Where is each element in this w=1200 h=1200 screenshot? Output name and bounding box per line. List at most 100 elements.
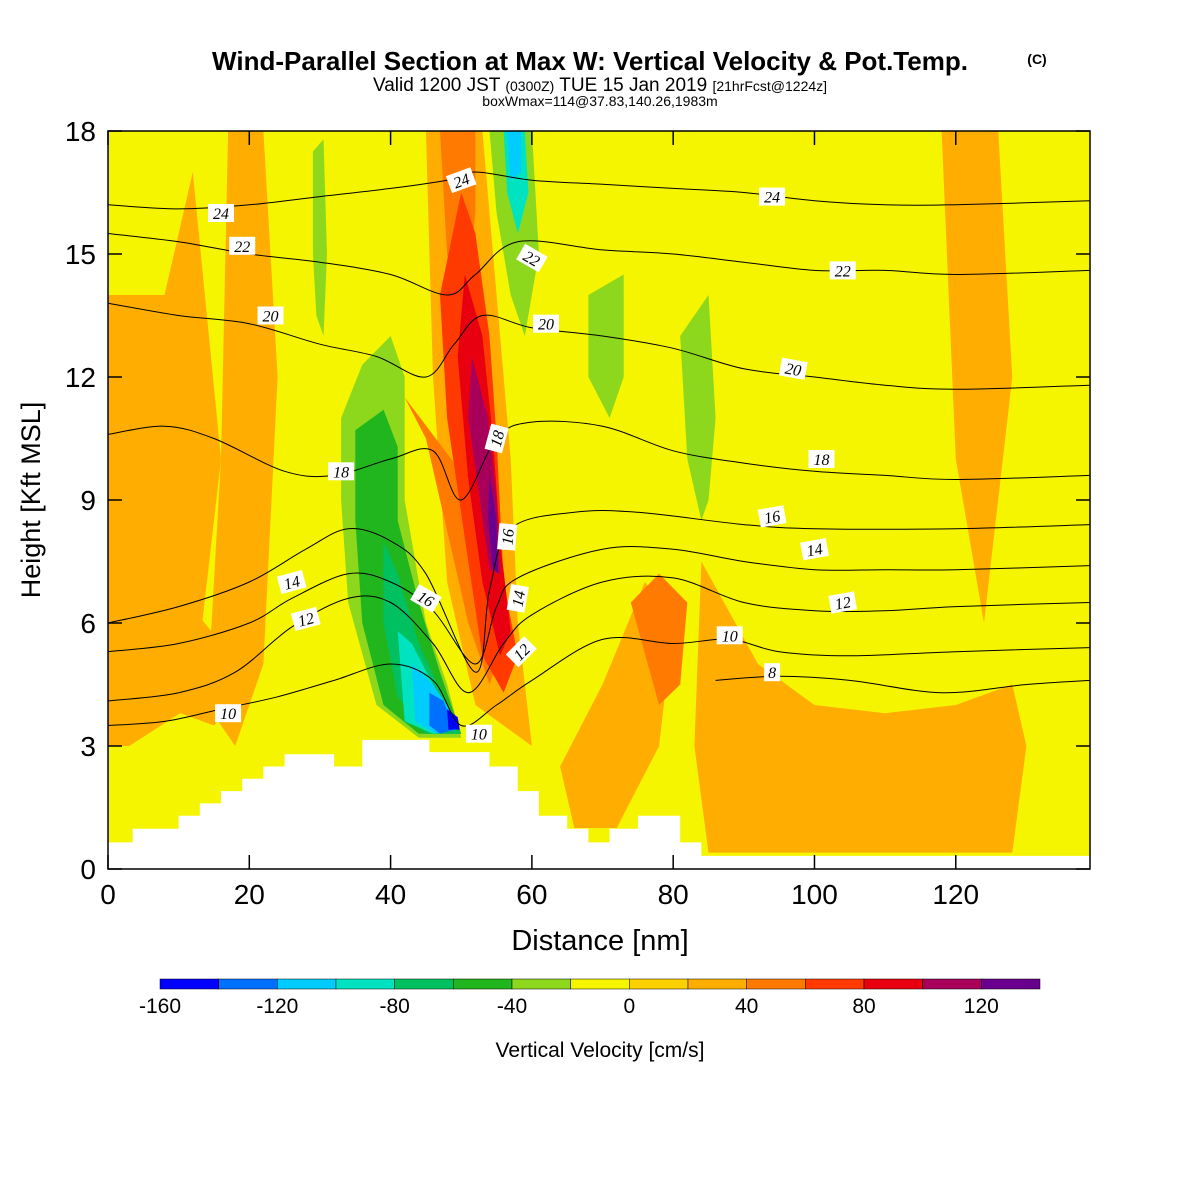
colorbar-tick-label: 40	[735, 995, 758, 1018]
colorbar-swatch	[277, 978, 337, 990]
valid-utc: (0300Z)	[505, 78, 554, 94]
contour-label: 12	[290, 606, 321, 631]
colorbar-swatch	[159, 978, 219, 990]
colorbar-swatch	[922, 978, 982, 990]
colorbar-swatch	[511, 978, 571, 990]
velocity-region	[355, 409, 462, 734]
theta-contour	[108, 171, 1090, 210]
velocity-field	[108, 131, 1090, 869]
svg-text:8: 8	[768, 665, 776, 682]
copyright-mark: (C)	[1027, 51, 1046, 67]
velocity-region	[488, 475, 498, 574]
svg-text:12: 12	[834, 594, 853, 614]
colorbar-tick-label: -160	[139, 995, 181, 1018]
contour-label: 24	[208, 204, 234, 223]
colorbar-swatch	[981, 978, 1041, 990]
contour-label: 18	[808, 450, 835, 469]
velocity-region	[941, 131, 1013, 623]
svg-text:14: 14	[510, 589, 530, 608]
colorbar-tick-label: 120	[964, 995, 999, 1018]
velocity-region	[429, 692, 455, 734]
valid-prefix: Valid 1200 JST	[373, 75, 501, 96]
contour-label: 20	[778, 357, 808, 380]
x-tick-label: 100	[791, 879, 838, 910]
velocity-region	[680, 295, 716, 521]
svg-text:20: 20	[263, 309, 279, 326]
velocity-region	[588, 274, 624, 418]
x-axis-label: Distance [nm]	[511, 925, 688, 957]
axes: 0 20 40 60 80 100 120 0 3 6 9 12 15 18	[65, 116, 1090, 910]
colorbar-tick-label: -80	[379, 995, 409, 1018]
contour-label: 14	[276, 569, 307, 595]
x-tick-label: 120	[932, 879, 979, 910]
colorbar: -160 -120 -80 -40 0 40 80 120	[139, 978, 1041, 1018]
contour-label: 22	[829, 261, 856, 280]
x-tick-label: 0	[100, 879, 116, 910]
valid-date: TUE 15 Jan 2019	[559, 75, 707, 96]
contour-label: 10	[465, 724, 492, 744]
contour-label: 20	[533, 314, 559, 334]
colorbar-label: Vertical Velocity [cm/s]	[496, 1039, 705, 1062]
chart-title: Wind-Parallel Section at Max W: Vertical…	[212, 46, 968, 76]
velocity-region	[694, 561, 1027, 853]
svg-text:18: 18	[814, 452, 830, 469]
y-tick-label: 6	[80, 608, 96, 639]
contour-label: 14	[506, 584, 530, 613]
colorbar-tick-label: -120	[256, 995, 298, 1018]
svg-text:16: 16	[414, 588, 436, 611]
y-tick-label: 12	[65, 362, 96, 393]
contour-labels: 8 10 12 14 16 18 20 22 24 24 24 22 22 20 20 18 18 16 16 14 1…	[208, 167, 858, 744]
y-tick-label: 15	[65, 239, 96, 270]
contour-label: 22	[229, 236, 256, 256]
contour-label: 18	[484, 423, 509, 454]
contour-label: 24	[759, 187, 786, 207]
y-tick-label: 18	[65, 116, 96, 147]
y-axis-label: Height [Kft MSL]	[16, 402, 46, 599]
svg-text:20: 20	[538, 317, 554, 334]
svg-text:10: 10	[220, 706, 236, 723]
x-tick-label: 80	[658, 879, 689, 910]
contour-label: 14	[800, 538, 829, 561]
svg-text:16: 16	[500, 528, 518, 545]
theta-contours	[108, 171, 1090, 727]
colorbar-swatch	[746, 978, 806, 990]
velocity-region	[312, 139, 327, 336]
x-tick-label: 60	[516, 879, 547, 910]
svg-text:22: 22	[520, 248, 542, 271]
contour-label: 24	[445, 167, 477, 194]
colorbar-tick-label: 80	[852, 995, 875, 1018]
y-tick-label: 9	[80, 485, 96, 516]
colorbar-swatch	[394, 978, 454, 990]
theta-contour	[108, 575, 1090, 702]
terrain	[108, 739, 1090, 869]
velocity-region	[447, 709, 460, 730]
contour-label: 12	[505, 636, 537, 668]
svg-text:18: 18	[333, 464, 349, 481]
colorbar-swatch	[335, 978, 395, 990]
colorbar-swatch	[453, 978, 513, 990]
svg-text:10: 10	[722, 628, 738, 645]
x-tick-label: 20	[234, 879, 265, 910]
contour-label: 16	[497, 523, 518, 551]
contour-label: 8	[764, 663, 781, 682]
contour-label: 12	[828, 591, 858, 614]
velocity-region	[136, 590, 250, 726]
svg-text:14: 14	[805, 541, 824, 561]
svg-text:14: 14	[282, 573, 302, 594]
colorbar-swatch	[570, 978, 630, 990]
contour-label: 16	[757, 505, 787, 528]
y-tick-label: 0	[80, 854, 96, 885]
colorbar-swatch	[805, 978, 865, 990]
colorbar-swatch	[218, 978, 278, 990]
contour-label: 18	[328, 462, 355, 481]
forecast-info: [21hrFcst@1224z]	[712, 78, 827, 94]
svg-text:22: 22	[234, 239, 250, 256]
contour-label: 10	[716, 626, 743, 645]
colorbar-swatch	[863, 978, 923, 990]
valid-time-line: Valid 1200 JST (0300Z) TUE 15 Jan 2019 […	[373, 75, 827, 96]
y-tick-label: 3	[80, 731, 96, 762]
box-wmax-line: boxWmax=114@37.83,140.26,1983m	[482, 93, 717, 109]
svg-text:10: 10	[471, 727, 487, 744]
contour-label: 20	[257, 306, 284, 326]
